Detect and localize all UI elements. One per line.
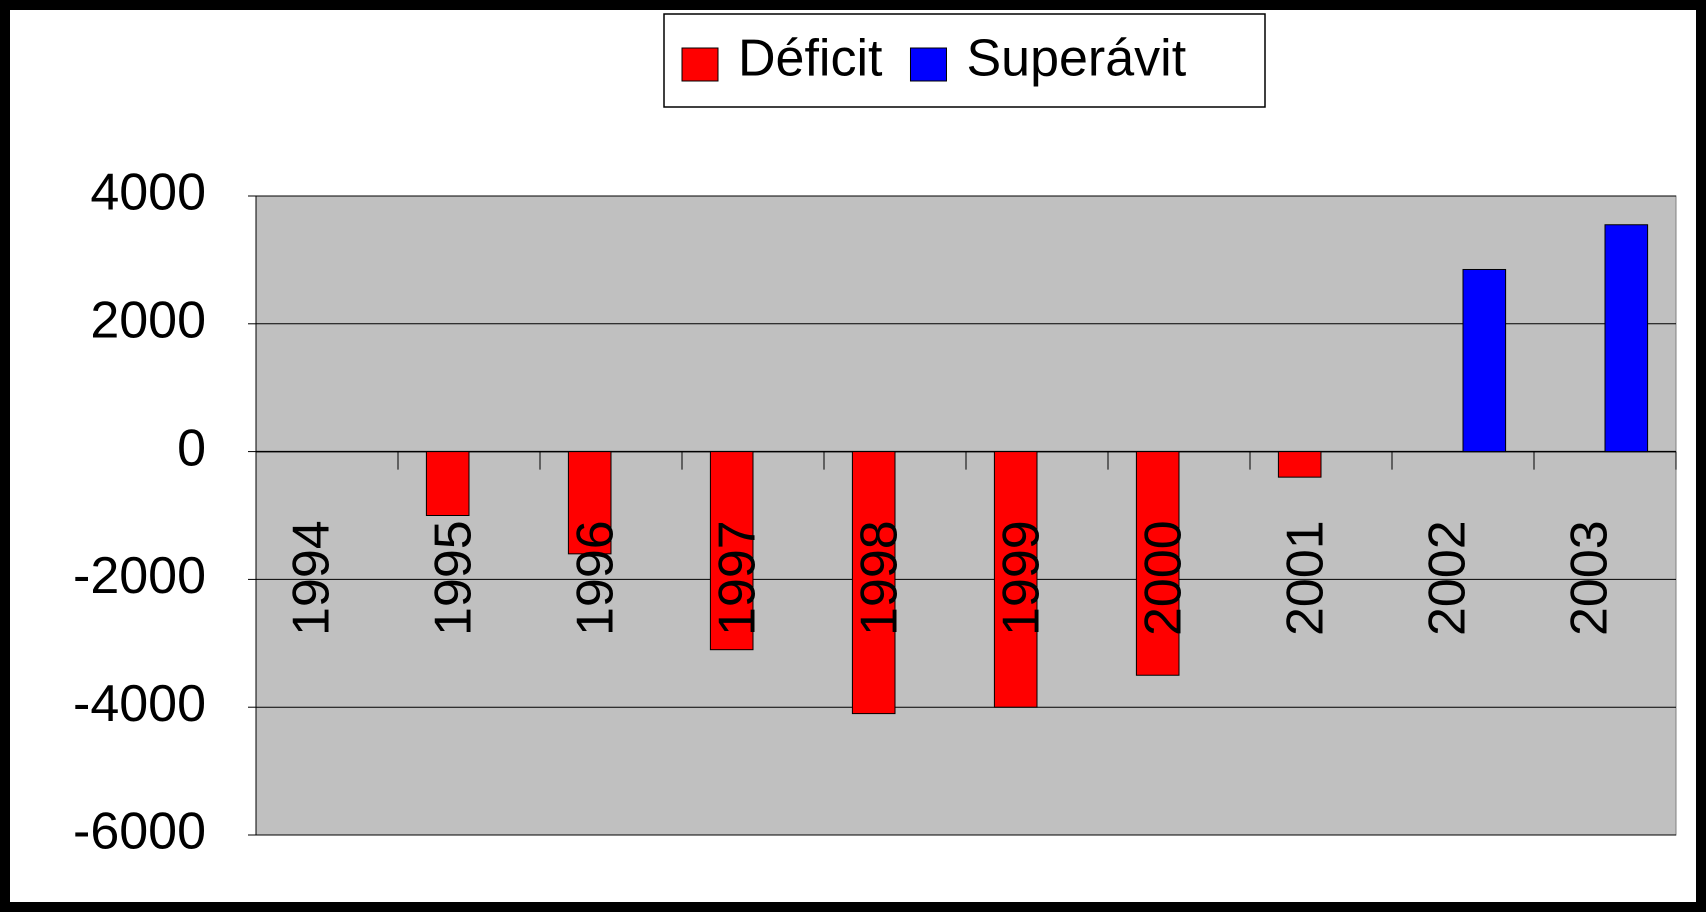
y-tick-label: 0 (177, 419, 206, 477)
y-tick-label: -4000 (73, 675, 206, 733)
x-tick-label: 1999 (993, 520, 1051, 636)
bar (851, 451, 896, 715)
legend-swatch (681, 47, 719, 82)
x-tick-label: 2001 (1277, 520, 1335, 636)
bar (1135, 451, 1180, 676)
y-tick-label: -2000 (73, 547, 206, 605)
y-tick-label: -6000 (73, 803, 206, 861)
legend-swatch (909, 47, 947, 82)
legend (663, 13, 1266, 108)
bar (993, 451, 1038, 708)
bar (567, 451, 612, 555)
x-tick-label: 1998 (851, 520, 909, 636)
x-tick-label: 1997 (709, 520, 767, 636)
x-tick-label: 1996 (567, 520, 625, 636)
bar (425, 451, 470, 517)
y-tick-label: 4000 (90, 164, 206, 222)
bar (1277, 451, 1322, 478)
x-tick-label: 2002 (1419, 520, 1477, 636)
y-tick-label: 2000 (90, 292, 206, 350)
bar (1462, 268, 1507, 453)
bar (709, 451, 754, 651)
x-tick-label: 2003 (1561, 520, 1619, 636)
x-tick-label: 1995 (425, 520, 483, 636)
plot-area (255, 195, 1677, 836)
legend-label: Déficit (738, 30, 883, 88)
bar (1604, 224, 1649, 453)
x-tick-label: 2000 (1135, 520, 1193, 636)
legend-label: Superávit (966, 30, 1186, 88)
x-tick-label: 1994 (283, 520, 341, 636)
